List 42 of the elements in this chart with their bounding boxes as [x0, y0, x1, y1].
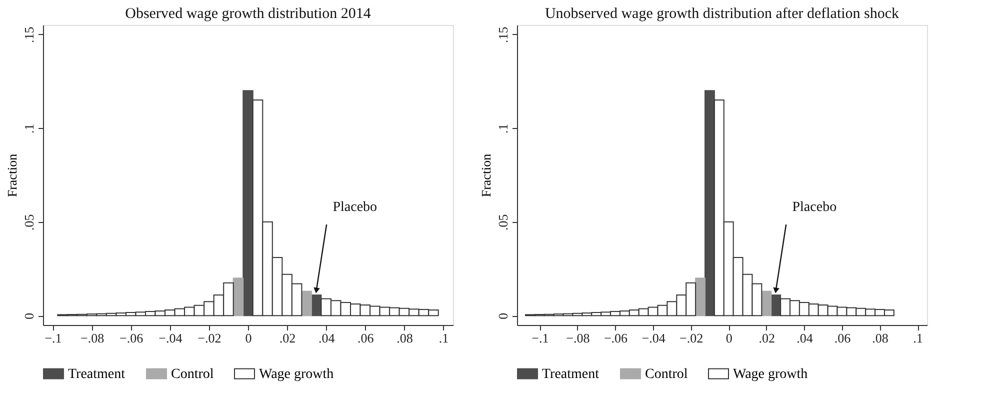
legend-label: Control — [171, 366, 214, 382]
legend-label: Control — [645, 366, 688, 382]
x-tick-label: .08 — [396, 330, 413, 346]
y-tick-label: .05 — [22, 214, 36, 230]
annotation: Placebo — [792, 200, 837, 215]
x-tick-label: −.04 — [642, 330, 666, 346]
y-tick-label: 0 — [22, 312, 36, 320]
y-tick-label: .15 — [496, 26, 510, 43]
x-tick-label: .08 — [872, 330, 888, 346]
legend-label: Treatment — [68, 366, 126, 382]
legend-label: Wage growth — [259, 366, 334, 382]
x-tick-label: .06 — [358, 330, 374, 346]
x-tick-label: −.08 — [80, 330, 104, 346]
x-tick-label: −.06 — [120, 330, 144, 346]
x-tick-label: −.04 — [158, 330, 183, 346]
x-tick-label: −.02 — [680, 330, 704, 346]
y-tick-label: .1 — [496, 124, 510, 134]
y-axis-title: Fraction — [4, 153, 20, 198]
x-tick-label: −.08 — [566, 330, 590, 346]
chart-title: Observed wage growth distribution 2014 — [125, 6, 372, 22]
x-tick-label: .1 — [438, 330, 449, 346]
y-tick-label: .1 — [22, 124, 36, 134]
x-tick-label: −.02 — [198, 330, 222, 346]
y-axis-title: Fraction — [478, 153, 494, 198]
legend-label: Wage growth — [733, 366, 808, 382]
legend-label: Treatment — [542, 366, 600, 382]
x-tick-label: .02 — [279, 330, 296, 346]
y-tick-label: .15 — [22, 26, 36, 43]
x-tick-label: .1 — [913, 330, 923, 346]
x-tick-label: −.06 — [604, 330, 628, 346]
x-tick-label: .04 — [318, 330, 336, 346]
x-tick-label: 0 — [245, 330, 252, 346]
annotation: Placebo — [332, 200, 378, 215]
x-tick-label: .06 — [834, 330, 852, 346]
y-tick-label: 0 — [496, 312, 510, 320]
x-tick-label: .02 — [758, 330, 776, 346]
y-tick-label: .05 — [496, 214, 510, 230]
chart-title: Unobserved wage growth distribution after deflation shock — [544, 6, 900, 22]
x-tick-label: 0 — [726, 330, 732, 346]
x-tick-label: .04 — [796, 330, 814, 346]
x-tick-label: −.1 — [44, 330, 62, 346]
x-tick-label: −.1 — [532, 330, 549, 346]
